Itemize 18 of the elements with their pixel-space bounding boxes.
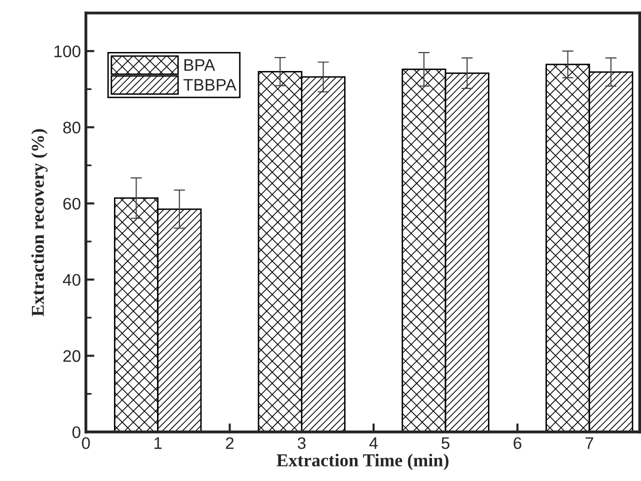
y-tick-label: 60 bbox=[63, 198, 80, 210]
y-tick-label: 20 bbox=[63, 350, 80, 362]
y-tick-label: 80 bbox=[63, 122, 80, 134]
legend-label: TBBPA bbox=[183, 79, 236, 91]
x-tick-label: 2 bbox=[226, 437, 234, 449]
x-tick-label: 5 bbox=[442, 437, 450, 450]
y-tick-label: 0 bbox=[72, 426, 80, 438]
x-tick-label: 7 bbox=[586, 437, 594, 449]
y-tick-label: 100 bbox=[54, 45, 80, 58]
legend-label: BPA bbox=[184, 59, 216, 71]
x-tick-label: 3 bbox=[298, 437, 306, 450]
y-axis-title: Extraction recovery (%) bbox=[31, 129, 48, 316]
x-tick-label: 1 bbox=[154, 437, 162, 449]
x-tick-label: 6 bbox=[514, 437, 522, 450]
x-tick-label: 0 bbox=[82, 437, 90, 450]
y-tick-label: 40 bbox=[62, 274, 80, 286]
x-axis-title: Extraction Time (min) bbox=[276, 454, 448, 470]
x-tick-label: 4 bbox=[369, 437, 378, 449]
